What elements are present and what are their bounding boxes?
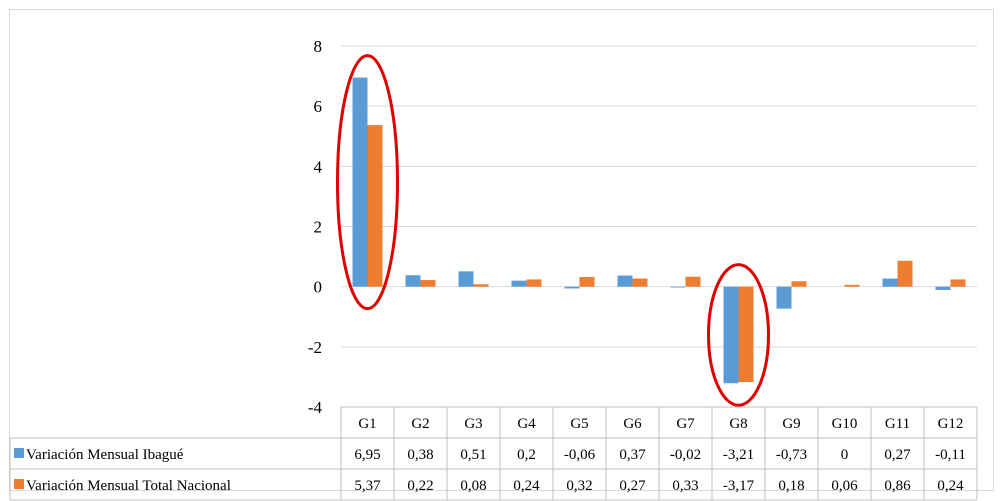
category-label: G1	[358, 416, 376, 432]
category-label: G2	[411, 416, 429, 432]
data-label: 0,38	[407, 447, 433, 463]
bar-nacional-g5	[579, 277, 595, 287]
bar-ibague-g3	[458, 271, 474, 287]
category-label: G6	[623, 416, 642, 432]
data-label: 5,37	[354, 478, 381, 494]
data-label: -0,06	[564, 447, 596, 463]
gridlines	[341, 45, 977, 348]
data-label: 0,24	[513, 478, 540, 494]
y-tick-label: -2	[308, 338, 322, 357]
bar-nacional-g12	[950, 279, 966, 287]
data-label: 0,27	[619, 478, 646, 494]
y-tick-label: 8	[314, 37, 323, 56]
y-tick-label: 6	[314, 97, 323, 116]
bar-nacional-g8	[738, 286, 754, 383]
data-label: 0,33	[672, 478, 698, 494]
category-label: G12	[938, 416, 964, 432]
data-label: -0,73	[776, 447, 807, 463]
bar-nacional-g7	[685, 276, 701, 287]
data-label: 0,27	[884, 447, 911, 463]
category-label: G5	[570, 416, 588, 432]
data-label: 0,18	[778, 478, 804, 494]
bar-nacional-g10	[844, 284, 860, 287]
bar-ibague-g11	[882, 278, 898, 287]
series-name: Variación Mensual Ibagué	[26, 447, 184, 463]
data-label: 0,24	[937, 478, 964, 494]
bar-ibague-g2	[405, 275, 421, 287]
y-tick-label: 2	[314, 218, 323, 237]
bar-nacional-g4	[526, 279, 542, 287]
bar-ibague-g9	[776, 286, 792, 309]
highlight-ellipses	[336, 54, 770, 407]
bar-nacional-g3	[473, 284, 489, 287]
data-table: G1 G2 G3 G4 G5 G6 G7 G8 G9 G10 G11 G12 Variación Men…	[9, 406, 978, 501]
bar-nacional-g6	[632, 278, 648, 287]
bar-ibague-g7	[670, 286, 686, 288]
data-label: 0,2	[517, 447, 536, 463]
chart-frame	[9, 9, 994, 491]
y-tick-label: -4	[308, 398, 323, 417]
highlight-ellipse-g8	[707, 263, 770, 407]
data-label: 0	[841, 447, 849, 463]
category-label: G11	[885, 416, 910, 432]
data-label: -3,21	[723, 447, 754, 463]
data-label: -0,11	[935, 447, 966, 463]
bar-nacional-g1	[367, 125, 383, 287]
data-label: 6,95	[354, 447, 380, 463]
data-label: 0,32	[566, 478, 592, 494]
legend-key-1	[14, 479, 24, 489]
bar-ibague-g12	[935, 286, 951, 290]
data-label: 0,86	[884, 478, 911, 494]
category-label: G9	[782, 416, 800, 432]
series-name: Variación Mensual Total Nacional	[26, 478, 231, 494]
y-tick-label: 4	[314, 157, 323, 176]
bar-nacional-g2	[420, 280, 436, 287]
data-label: -0,02	[670, 447, 701, 463]
bar-ibague-g4	[511, 280, 527, 287]
category-label: G8	[729, 416, 747, 432]
category-label: G4	[517, 416, 536, 432]
bar-ibague-g6	[617, 275, 633, 287]
data-label: 0,51	[460, 447, 486, 463]
data-label: 0,37	[619, 447, 646, 463]
category-label: G10	[832, 416, 858, 432]
data-label: 0,08	[460, 478, 486, 494]
category-label: G7	[676, 416, 695, 432]
data-label: 0,22	[407, 478, 433, 494]
legend-key-0	[14, 448, 24, 458]
bar-nacional-g9	[791, 281, 807, 287]
y-axis: 8 6 4 2 0 -2 -4	[308, 37, 323, 417]
y-tick-label: 0	[314, 278, 323, 297]
bar-ibague-g1	[352, 77, 368, 287]
category-label: G3	[464, 416, 482, 432]
bar-ibague-g8	[723, 286, 739, 384]
bars	[352, 77, 966, 384]
data-label: 0,06	[831, 478, 858, 494]
bar-nacional-g11	[897, 260, 913, 287]
highlight-ellipse-g1	[336, 54, 399, 311]
data-label: -3,17	[723, 478, 755, 494]
bar-ibague-g5	[564, 286, 580, 289]
